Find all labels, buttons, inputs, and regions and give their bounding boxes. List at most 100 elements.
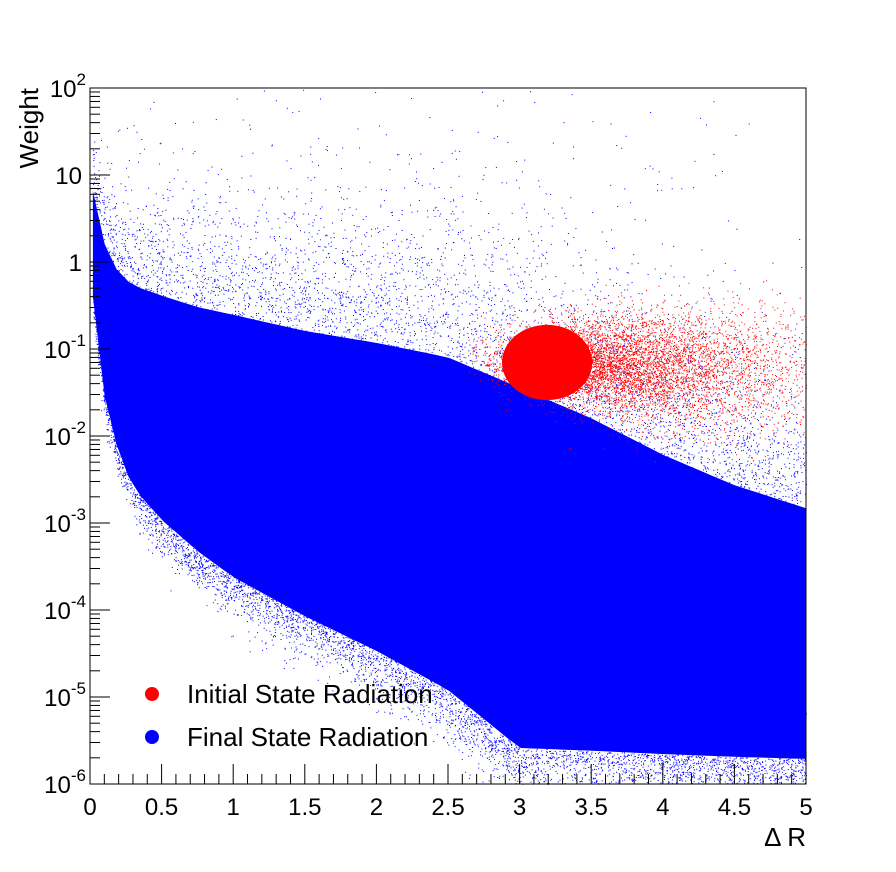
fsr-point (334, 325, 336, 327)
fsr-point (335, 308, 337, 310)
fsr-point (115, 460, 117, 461)
fsr-point (351, 659, 352, 661)
fsr-point (233, 288, 235, 290)
fsr-point (353, 668, 355, 670)
fsr-point (695, 756, 697, 758)
fsr-point (595, 769, 597, 770)
fsr-point (652, 428, 654, 430)
fsr-point (650, 633, 651, 635)
fsr-point (740, 757, 742, 759)
fsr-point (153, 204, 155, 206)
fsr-point (265, 601, 267, 603)
fsr-point (252, 609, 254, 611)
fsr-point (327, 655, 329, 657)
fsr-point (315, 214, 317, 216)
fsr-point (342, 671, 344, 673)
fsr-point (119, 467, 121, 469)
fsr-point (681, 188, 683, 190)
fsr-point (693, 767, 695, 769)
fsr-point (343, 640, 345, 642)
fsr-point (366, 590, 368, 592)
fsr-point (190, 327, 192, 329)
fsr-point (183, 550, 185, 552)
fsr-point (725, 460, 727, 462)
fsr-point (394, 265, 395, 267)
fsr-point (177, 569, 178, 570)
fsr-point (556, 763, 558, 765)
fsr-point (341, 634, 343, 636)
fsr-point (749, 464, 751, 466)
fsr-point (523, 283, 525, 285)
fsr-point (594, 773, 596, 775)
fsr-point (592, 769, 594, 771)
fsr-point (789, 758, 791, 760)
fsr-point (776, 405, 778, 407)
fsr-point (257, 271, 259, 273)
fsr-point (341, 197, 343, 199)
fsr-point (121, 462, 122, 463)
fsr-point (243, 611, 245, 613)
fsr-point (194, 555, 196, 557)
fsr-point (769, 365, 770, 367)
fsr-point (575, 758, 577, 759)
fsr-point (259, 271, 261, 273)
fsr-point (712, 428, 714, 430)
fsr-point (194, 560, 196, 562)
fsr-point (450, 277, 452, 279)
fsr-point (726, 775, 728, 777)
fsr-point (127, 478, 129, 480)
fsr-point (108, 411, 110, 413)
fsr-point (338, 649, 340, 651)
fsr-point (448, 721, 450, 723)
fsr-point (318, 648, 320, 650)
fsr-point (319, 246, 321, 248)
fsr-point (754, 779, 756, 781)
fsr-point (746, 452, 748, 454)
fsr-point (740, 760, 742, 762)
fsr-point (372, 670, 374, 672)
fsr-point (262, 319, 264, 321)
fsr-point (671, 756, 673, 758)
fsr-point (736, 774, 738, 776)
fsr-point (577, 754, 578, 756)
fsr-point (480, 721, 482, 723)
fsr-point (367, 325, 369, 327)
fsr-point (104, 351, 106, 353)
fsr-point (489, 751, 491, 753)
fsr-point (777, 764, 779, 766)
fsr-point (299, 634, 301, 635)
fsr-point (761, 462, 763, 463)
fsr-point (363, 311, 364, 312)
fsr-point (579, 753, 581, 755)
fsr-point (146, 276, 148, 277)
fsr-point (530, 280, 532, 282)
fsr-point (401, 643, 403, 645)
fsr-point (650, 758, 652, 759)
fsr-point (480, 315, 482, 317)
fsr-point (122, 202, 124, 204)
fsr-point (112, 186, 114, 188)
fsr-point (353, 315, 354, 316)
fsr-point (241, 589, 243, 591)
fsr-point (395, 671, 396, 673)
fsr-point (626, 428, 628, 430)
fsr-point (176, 281, 178, 283)
fsr-point (567, 585, 568, 587)
fsr-point (715, 411, 717, 413)
fsr-point (509, 742, 511, 744)
fsr-point (779, 471, 781, 473)
fsr-point (268, 606, 270, 607)
fsr-point (204, 297, 206, 299)
fsr-point (363, 299, 365, 300)
fsr-point (214, 569, 216, 571)
fsr-point (404, 716, 406, 718)
fsr-point (134, 515, 136, 517)
fsr-point (380, 305, 382, 307)
fsr-point (115, 206, 116, 208)
fsr-point (345, 331, 347, 333)
fsr-point (193, 567, 194, 569)
fsr-point (261, 598, 263, 600)
fsr-point (177, 267, 179, 268)
fsr-point (255, 596, 257, 598)
fsr-point (718, 411, 720, 413)
